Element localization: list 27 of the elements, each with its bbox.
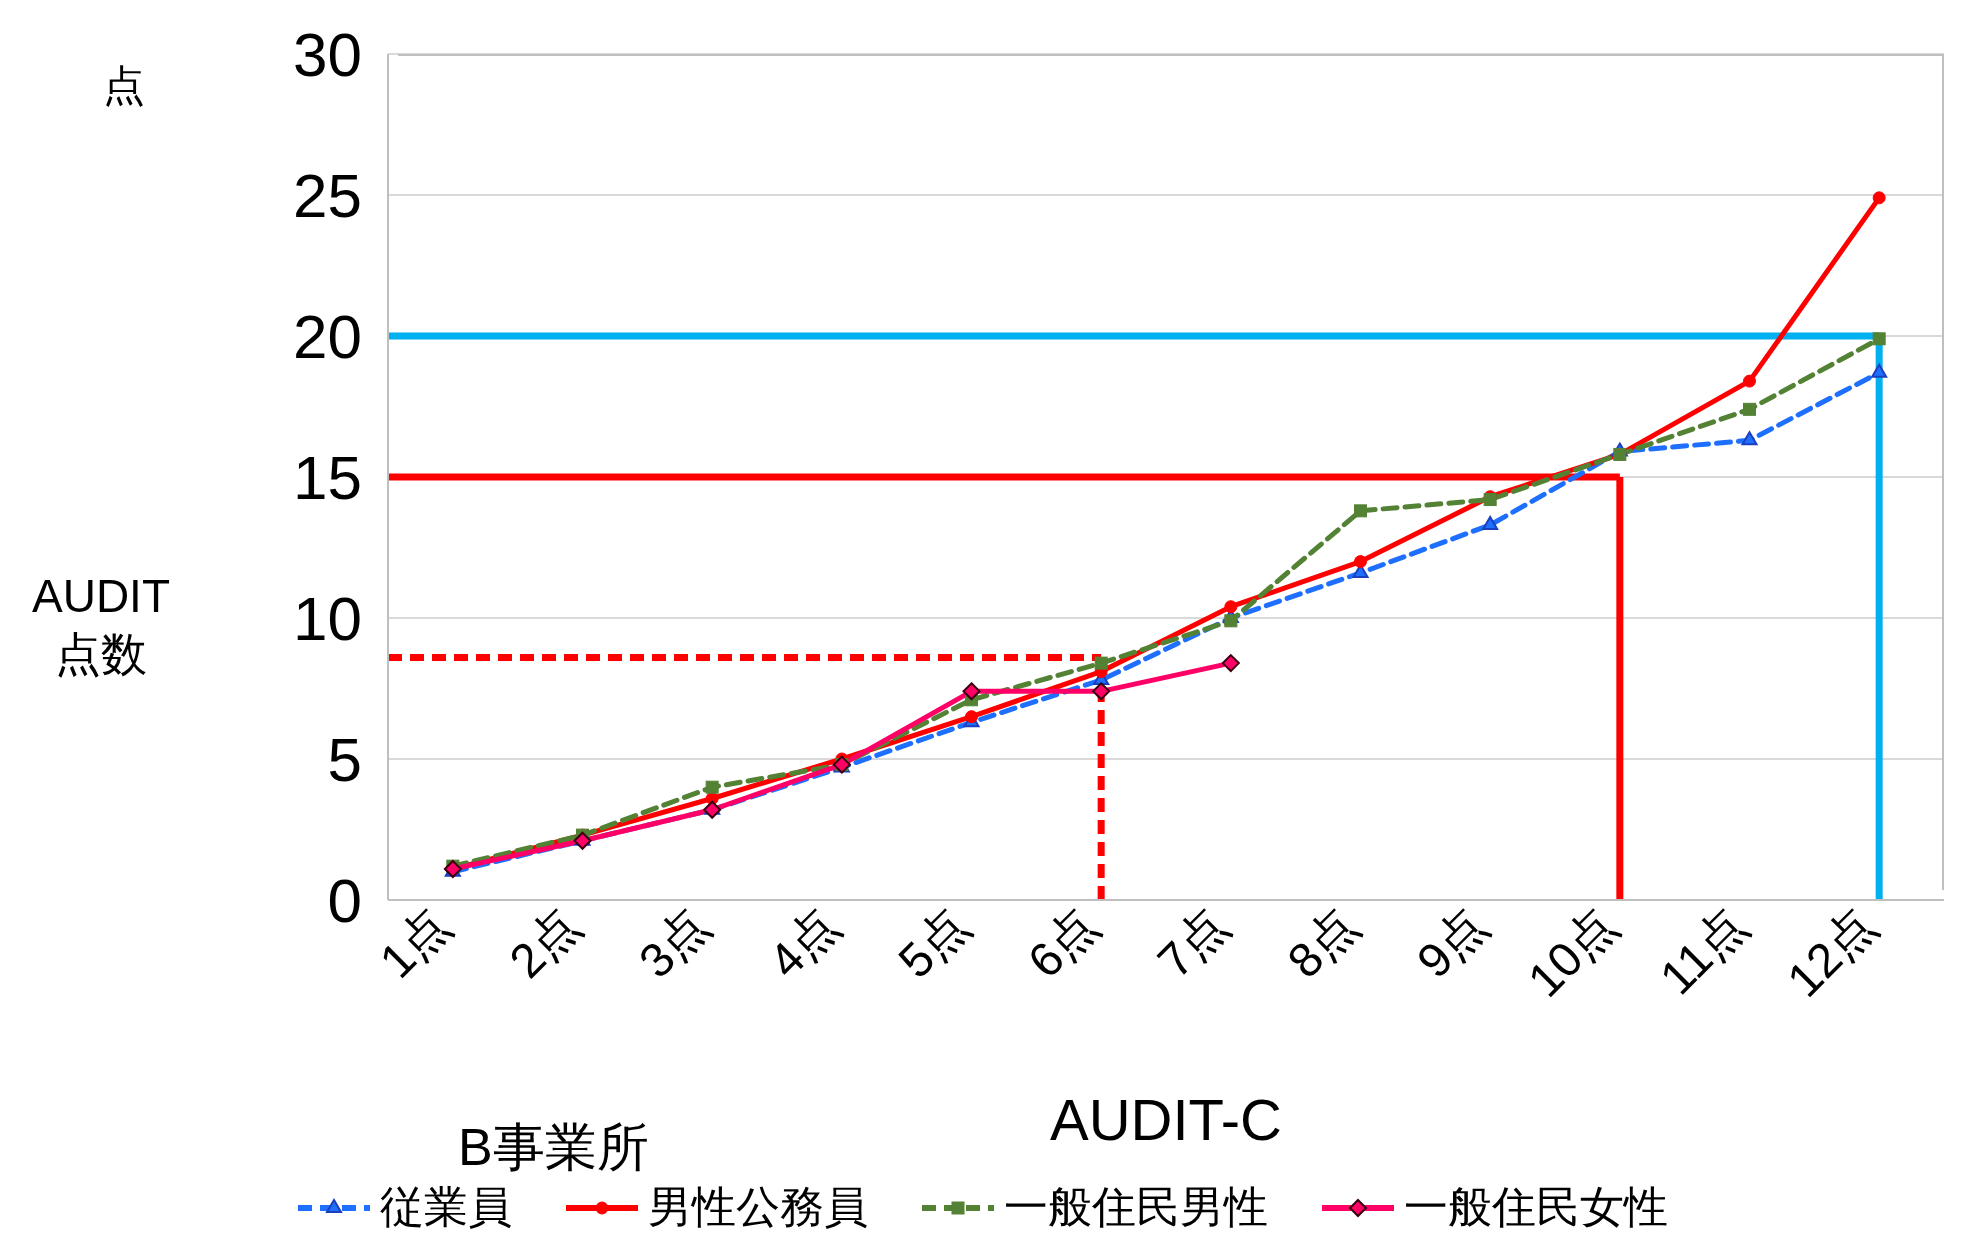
x-axis-title: AUDIT-C: [1050, 1087, 1282, 1152]
y-axis-title: AUDIT点数: [31, 569, 171, 682]
x-tick-label: 4点: [758, 897, 849, 988]
x-tick-label: 8点: [1277, 897, 1368, 988]
x-tick-label: 5点: [888, 897, 979, 988]
y-tick-label: 5: [327, 725, 362, 795]
x-tick-label: 7点: [1147, 897, 1238, 988]
legend-title: B事業所: [458, 1117, 649, 1178]
y-tick-label: 30: [293, 20, 362, 90]
y-tick-label: 0: [327, 866, 362, 936]
y-tick-label: 15: [293, 443, 362, 513]
x-tick-label: 12点: [1777, 897, 1887, 1007]
x-tick-label: 6点: [1017, 897, 1109, 988]
x-tick-label: 3点: [628, 897, 720, 988]
x-tick-label: 11点: [1649, 897, 1757, 1005]
x-tick-label: 1点: [369, 897, 460, 988]
x-tick-label: 10点: [1517, 897, 1627, 1007]
legend-label: 一般住民男性: [1004, 1181, 1268, 1233]
x-tick-label: 2点: [499, 897, 590, 988]
x-tick-label: 9点: [1406, 897, 1498, 988]
y-tick-label: 10: [293, 584, 362, 654]
text: 点: [103, 61, 145, 111]
legend-label: 従業員: [380, 1181, 512, 1233]
y-tick-label: 25: [293, 161, 362, 231]
y-tick-label: 20: [293, 302, 362, 372]
legend-label: 男性公務員: [648, 1181, 868, 1233]
legend-label: 一般住民女性: [1404, 1181, 1668, 1233]
